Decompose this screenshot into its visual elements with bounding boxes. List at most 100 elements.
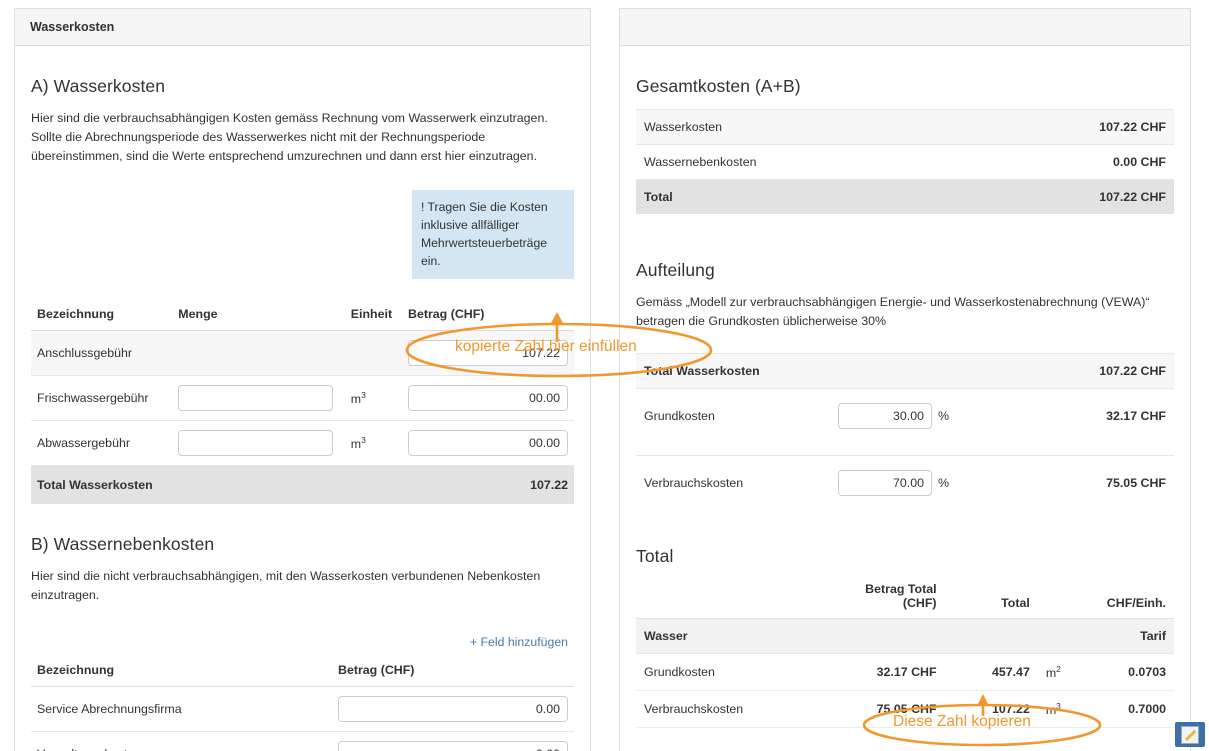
table-gesamtkosten-body: Wasserkosten 107.22 CHF Wassernebenkoste…: [636, 109, 1174, 214]
verwaltungskosten-amount-input[interactable]: [338, 741, 568, 751]
table-wasserkosten-head: Bezeichnung Menge Einheit Betrag (CHF): [31, 299, 574, 331]
abwassergebuehr-qty-input[interactable]: [178, 430, 334, 456]
verbrauchskosten-percent-input[interactable]: [838, 470, 932, 496]
aufteilung-head-row: Total Wasserkosten 107.22 CHF: [636, 353, 1174, 389]
row-tarif: 0.0703: [1098, 653, 1174, 692]
unit-exponent: 2: [1056, 664, 1061, 674]
abwassergebuehr-amount-input[interactable]: [408, 430, 568, 456]
table-row: Wasserkosten 107.22 CHF: [636, 109, 1174, 145]
unit-exponent: 3: [361, 389, 366, 400]
row-unit-cell: m3: [344, 375, 402, 421]
grundkosten-percent-input[interactable]: [838, 403, 932, 429]
aufteilung-head-spacer: [830, 353, 1039, 389]
col-bezeichnung-b: Bezeichnung: [31, 655, 332, 687]
gesamtkosten-total-value: 107.22 CHF: [963, 179, 1174, 214]
section-a-description: Hier sind die verbrauchsabhängigen Koste…: [31, 111, 548, 163]
unit-exponent: 3: [1056, 701, 1061, 712]
panel-right-body: Gesamtkosten (A+B) Wasserkosten 107.22 C…: [620, 76, 1190, 729]
table-row: Verwaltungskosten: [31, 731, 574, 751]
table-wassernebenkosten-body: Service Abrechnungsfirma Verwaltungskost…: [31, 686, 574, 751]
anschlussgebuehr-amount-input[interactable]: [408, 340, 568, 366]
frischwassergebuehr-amount-input[interactable]: [408, 385, 568, 411]
row-value: 0.00 CHF: [963, 144, 1174, 180]
col-unit: [1038, 579, 1099, 619]
col-betrag: Betrag (CHF): [402, 299, 574, 331]
row-qty-cell: [172, 420, 345, 466]
unit-label: m: [350, 437, 362, 452]
panel-left-body: A) Wasserkosten Hier sind die verbrauchs…: [15, 76, 590, 751]
unit-label: m: [1045, 666, 1057, 681]
row-label: Grundkosten: [636, 653, 812, 692]
row-betrag: 32.17 CHF: [811, 653, 945, 692]
table-header-row: Bezeichnung Betrag (CHF): [31, 655, 574, 687]
row-qty-cell: [172, 330, 345, 376]
col-chf-einh: CHF/Einh.: [1106, 596, 1166, 610]
table-total-head: Betrag Total (CHF) Total CHF/Einh.: [636, 579, 1174, 619]
row-unit-cell: m3: [1037, 690, 1099, 729]
row-amount-cell: [402, 420, 574, 466]
aufteilung-head-value: 107.22 CHF: [1038, 353, 1174, 389]
col-betrag-total-line2: (CHF): [902, 596, 937, 610]
total-group-right: Tarif: [1098, 618, 1174, 654]
total-wasserkosten-value: 107.22: [402, 465, 574, 504]
edit-pencil-button[interactable]: [1175, 722, 1205, 747]
gesamtkosten-title: Gesamtkosten (A+B): [636, 76, 801, 96]
info-callout-mwst: ! Tragen Sie die Kosten inklusive allfäl…: [412, 190, 574, 279]
panel-right-header: [620, 9, 1190, 46]
col-einheit: Einheit: [344, 299, 402, 331]
unit-label: m: [1045, 703, 1057, 718]
row-value: 32.17 CHF: [1038, 388, 1174, 456]
pencil-stroke: [1185, 729, 1197, 741]
row-percent-cell: %: [830, 388, 1039, 456]
row-label: Anschlussgebühr: [31, 330, 173, 376]
gesamtkosten-total-row: Total 107.22 CHF: [636, 179, 1174, 214]
add-field-row: + Feld hinzufügen: [31, 627, 574, 655]
section-b-title: B) Wassernebenkosten: [31, 534, 215, 554]
total-wasserkosten-label: Total Wasserkosten: [31, 465, 402, 504]
row-total: 107.22: [944, 690, 1038, 729]
percent-sign: %: [938, 476, 950, 490]
table-row: Verbrauchskosten 75.05 CHF 107.22 m3 0.7…: [636, 690, 1174, 729]
row-label: Wassernebenkosten: [636, 144, 964, 180]
row-amount-cell: [332, 731, 574, 751]
col-betrag-total-line1: Betrag Total: [865, 582, 937, 596]
table-row: Service Abrechnungsfirma: [31, 686, 574, 732]
table-row: Verbrauchskosten % 75.05 CHF: [636, 456, 1174, 523]
col-total: Total: [1001, 596, 1030, 610]
col-betrag-total: Betrag Total (CHF): [812, 579, 945, 619]
table-aufteilung: Total Wasserkosten 107.22 CHF Grundkoste…: [636, 353, 1174, 522]
row-label: Wasserkosten: [636, 109, 964, 145]
info-callout-row: ! Tragen Sie die Kosten inklusive allfäl…: [31, 190, 574, 279]
table-wasserkosten-body: Anschlussgebühr Frischwassergebühr m3: [31, 330, 574, 504]
row-value: 107.22 CHF: [963, 109, 1174, 145]
row-label: Verbrauchskosten: [636, 690, 812, 729]
row-value: 75.05 CHF: [1106, 476, 1166, 490]
table-header-row: Bezeichnung Menge Einheit Betrag (CHF): [31, 299, 574, 331]
table-row: Grundkosten % 32.17 CHF: [636, 388, 1174, 456]
table-row: Abwassergebühr m3: [31, 420, 574, 466]
row-label: Verwaltungskosten: [31, 731, 332, 751]
table-gesamtkosten: Wasserkosten 107.22 CHF Wassernebenkoste…: [636, 109, 1174, 214]
table-row: Grundkosten 32.17 CHF 457.47 m2 0.0703: [636, 653, 1174, 692]
service-abrechnungsfirma-amount-input[interactable]: [338, 696, 568, 722]
row-label: Grundkosten: [636, 388, 830, 456]
unit-exponent: 3: [361, 434, 366, 445]
panel-left-header: Wasserkosten: [15, 9, 590, 46]
row-unit-cell: m3: [344, 420, 402, 466]
aufteilung-head-label: Total Wasserkosten: [636, 353, 830, 389]
row-amount-cell: [332, 686, 574, 732]
table-wassernebenkosten-head: Bezeichnung Betrag (CHF): [31, 655, 574, 687]
row-unit-cell: m2: [1037, 653, 1099, 692]
frischwassergebuehr-qty-input[interactable]: [178, 385, 334, 411]
add-field-link[interactable]: + Feld hinzufügen: [469, 635, 568, 649]
row-label: Frischwassergebühr: [31, 375, 173, 421]
table-row: Anschlussgebühr: [31, 330, 574, 376]
aufteilung-description: Gemäss „Modell zur verbrauchsabhängigen …: [636, 295, 1150, 328]
aufteilung-title: Aufteilung: [636, 260, 715, 280]
row-qty-cell: [172, 375, 345, 421]
row-percent-cell: %: [830, 456, 1038, 523]
unit-label: m: [350, 392, 362, 407]
table-header-row: Betrag Total (CHF) Total CHF/Einh.: [636, 579, 1174, 619]
row-amount-cell: [402, 375, 574, 421]
